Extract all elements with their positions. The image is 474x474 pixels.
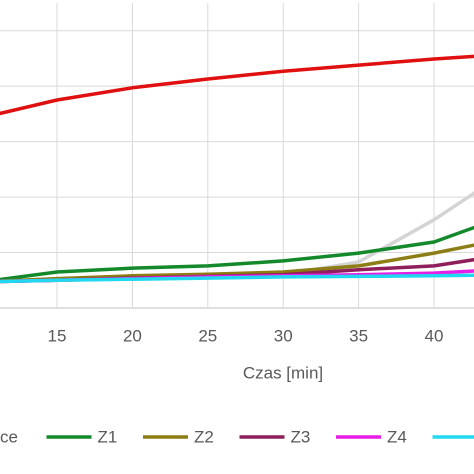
x-tick-label: 15	[48, 326, 67, 345]
series-line	[0, 243, 474, 283]
legend-label: Z2	[194, 427, 214, 446]
x-tick-label: 20	[123, 326, 142, 345]
x-tick-label: 30	[274, 326, 293, 345]
series-line	[0, 54, 474, 116]
x-tick-label: 25	[198, 326, 217, 345]
x-axis-title: Czas [min]	[243, 363, 323, 382]
series-line	[0, 273, 474, 284]
x-tick-label: 40	[425, 326, 444, 345]
series-line	[0, 225, 474, 282]
legend-label: Z1	[98, 427, 118, 446]
x-tick-label: 35	[349, 326, 368, 345]
legend-label: ce	[0, 427, 18, 446]
legend-label: Z3	[291, 427, 311, 446]
legend-label: Z4	[387, 427, 407, 446]
